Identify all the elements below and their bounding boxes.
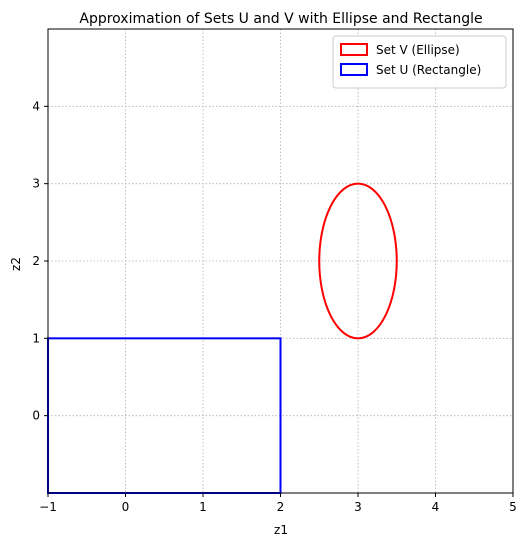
x-tick-label: 4: [432, 500, 440, 514]
x-tick-label: 1: [199, 500, 207, 514]
x-tick-label: 3: [354, 500, 362, 514]
y-tick-label: 3: [32, 177, 40, 191]
x-tick-label: −1: [39, 500, 57, 514]
series-layer: [47, 182, 398, 495]
legend-label: Set U (Rectangle): [376, 63, 481, 77]
legend-swatch: [340, 43, 368, 56]
y-tick-label: 0: [32, 409, 40, 423]
legend-box: [332, 35, 507, 89]
x-tick-label: 2: [277, 500, 285, 514]
ticks: −1 0 1 2 3 4 5 0 1 2 3 4: [32, 99, 516, 514]
x-axis-label: z1: [274, 523, 288, 537]
x-tick-label: 5: [509, 500, 517, 514]
y-tick-label: 4: [32, 99, 40, 113]
y-tick-label: 2: [32, 254, 40, 268]
legend: Set V (Ellipse) Set U (Rectangle): [332, 35, 507, 89]
ellipse-set-v: [318, 182, 398, 340]
x-tick-label: 0: [122, 500, 130, 514]
y-tick-label: 1: [32, 331, 40, 345]
y-axis-label: z2: [9, 257, 23, 271]
legend-swatch: [340, 63, 368, 76]
chart-title: Approximation of Sets U and V with Ellip…: [79, 11, 482, 27]
legend-label: Set V (Ellipse): [376, 43, 460, 57]
